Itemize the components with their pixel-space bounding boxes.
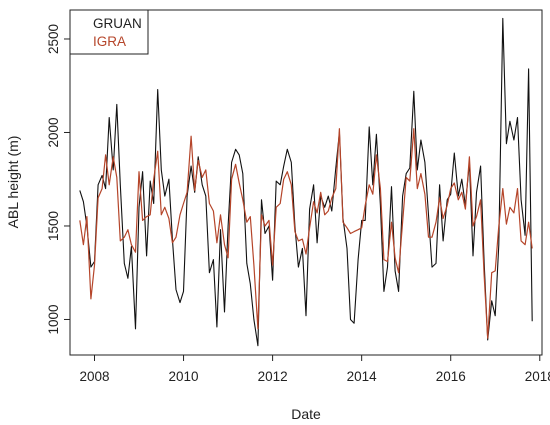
plot-frame [69,9,543,356]
legend-entry-igra: IGRA [93,34,126,49]
x-tick-label: 2014 [347,369,378,384]
y-axis-title: ABL height (m) [5,136,21,229]
x-axis-title: Date [291,406,321,422]
legend-box [69,9,149,55]
legend-entry-gruan: GRUAN [93,16,142,31]
y-tick-label: 2500 [46,24,61,54]
x-tick-label: 2008 [79,369,109,384]
y-axis: 1000 1500 2000 2500 [46,24,70,334]
y-tick-label: 1000 [46,304,61,334]
legend: GRUAN IGRA [69,9,149,55]
y-tick-label: 1500 [46,211,61,241]
x-tick-label: 2016 [436,369,466,384]
x-tick-label: 2010 [169,369,199,384]
series-line-igra [79,128,533,339]
series-line-gruan [79,17,533,347]
series-layer [79,17,533,347]
x-tick-label: 2012 [258,369,288,384]
y-tick-label: 2000 [46,117,61,147]
x-tick-label: 2018 [525,369,550,384]
x-axis: 2008 2010 2012 2014 2016 2018 [79,355,550,384]
